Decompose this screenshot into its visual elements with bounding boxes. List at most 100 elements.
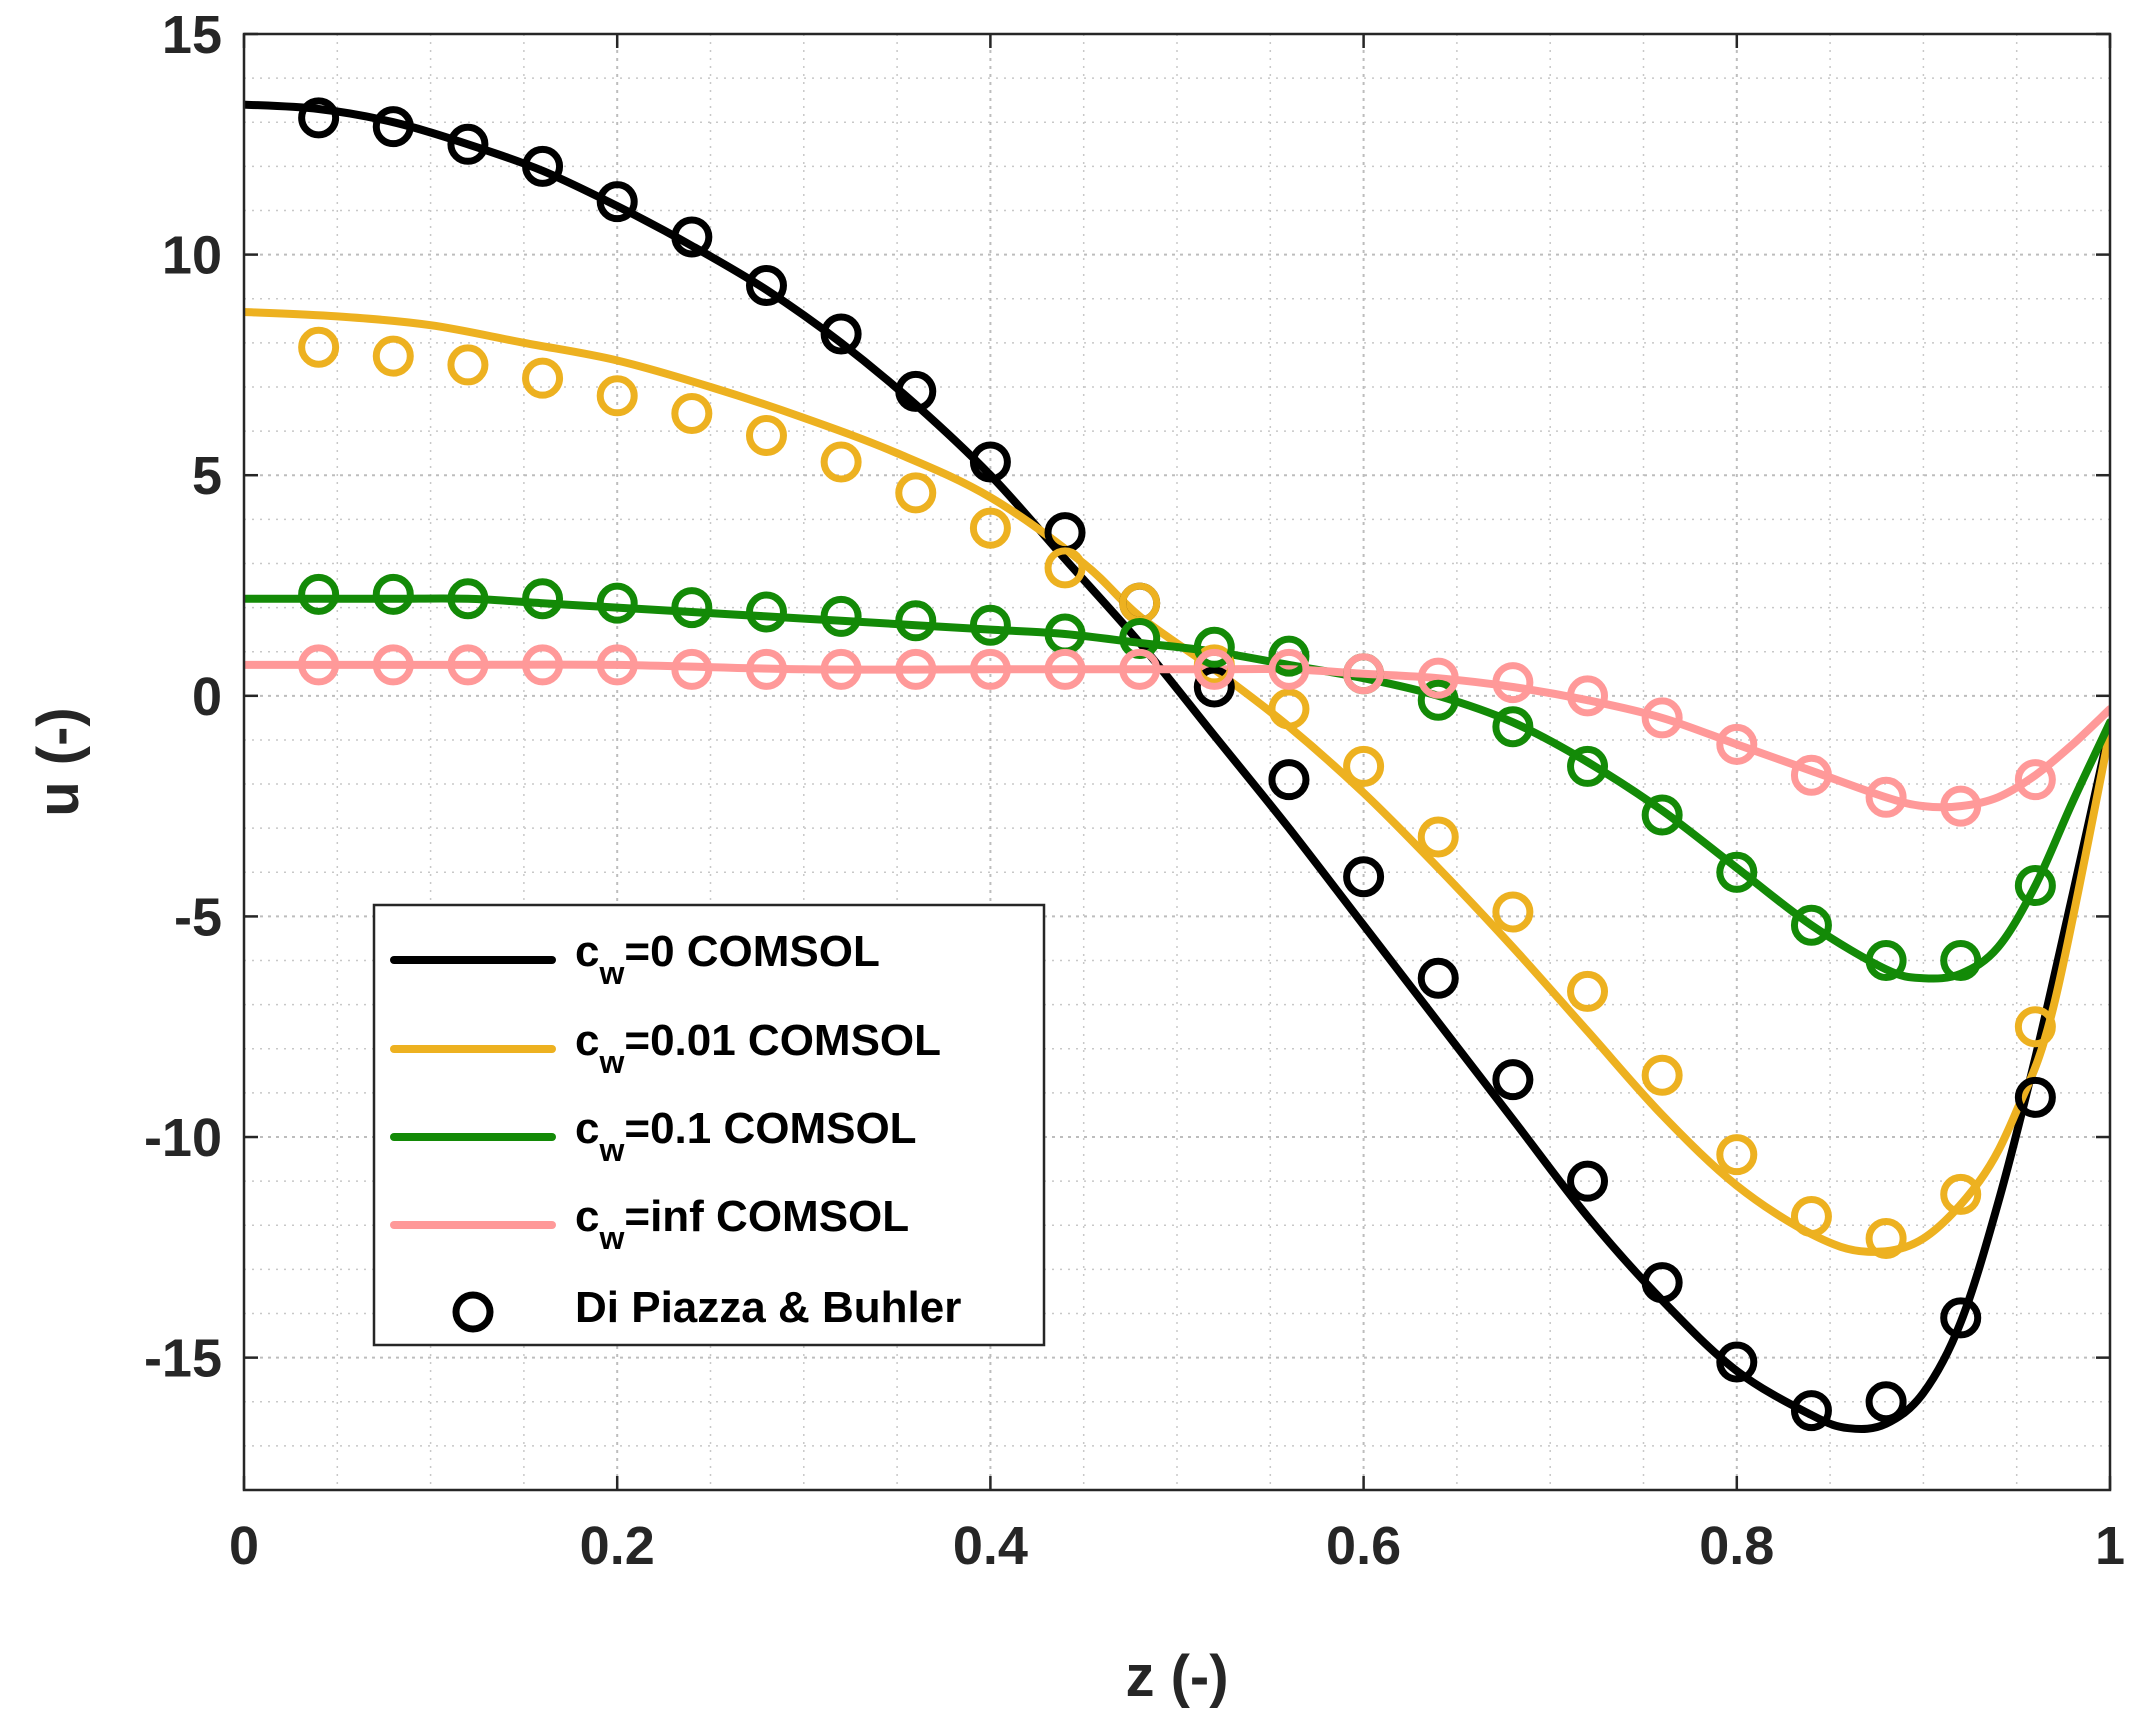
legend-label-main: c (575, 1104, 599, 1153)
x-axis-label: z (-) (1125, 1644, 1228, 1709)
legend-label-subscript: w (598, 1132, 624, 1168)
data-point-marker (1641, 1054, 1683, 1096)
data-point-marker (522, 644, 564, 686)
data-point-marker (1790, 1195, 1832, 1237)
data-point-marker (1567, 1160, 1609, 1202)
legend-label-main: c (575, 927, 599, 976)
data-point-marker (522, 145, 564, 187)
data-point-marker (820, 441, 862, 483)
x-tick-label: 0.6 (1326, 1516, 1401, 1576)
legend-marker-swatch (452, 1291, 494, 1333)
data-point-marker (372, 106, 414, 148)
data-point-marker (1417, 657, 1459, 699)
data-point-marker (745, 415, 787, 457)
data-point-marker (1790, 1390, 1832, 1432)
data-point-marker (820, 595, 862, 637)
y-tick-label: -5 (174, 887, 222, 947)
data-point-marker (1492, 1059, 1534, 1101)
data-point-marker (1716, 723, 1758, 765)
data-point-marker (1492, 706, 1534, 748)
marker-series-di-piazza-buhler-c-w-0- (298, 97, 2056, 1432)
data-point-marker (596, 582, 638, 624)
legend-item: cw=0.1 COMSOL (390, 1104, 917, 1168)
data-point-marker (1940, 940, 1982, 982)
series-line-c-w-inf-comsol (244, 660, 2110, 812)
legend-label-main: c (575, 1192, 599, 1241)
legend-label-main: Di Piazza & Buhler (575, 1283, 961, 1332)
data-point-marker (298, 326, 340, 368)
data-point-marker (1567, 675, 1609, 717)
data-point-marker (372, 335, 414, 377)
data-point-marker (969, 507, 1011, 549)
legend-label: Di Piazza & Buhler (575, 1283, 961, 1332)
data-point-marker (1716, 851, 1758, 893)
tick-marks (242, 32, 2112, 1490)
y-tick-label: 0 (192, 667, 222, 727)
data-point-marker (1119, 648, 1161, 690)
data-point-marker (1268, 635, 1310, 677)
data-point-marker (1865, 1381, 1907, 1423)
data-point-marker (298, 573, 340, 615)
data-point-marker (895, 472, 937, 514)
data-point-marker (1193, 666, 1235, 708)
data-point-marker (1865, 940, 1907, 982)
data-point-marker (895, 600, 937, 642)
legend-item: cw=0 COMSOL (390, 927, 880, 991)
data-point-marker (447, 644, 489, 686)
data-point-marker (969, 441, 1011, 483)
data-point-marker (671, 587, 713, 629)
data-point-marker (447, 344, 489, 386)
legend-label-subscript: w (598, 1044, 624, 1080)
data-point-marker (895, 648, 937, 690)
data-point-marker (1865, 776, 1907, 818)
data-point-marker (447, 578, 489, 620)
legend-item: Di Piazza & Buhler (452, 1283, 961, 1333)
data-point-marker (1044, 547, 1086, 589)
data-point-marker (1492, 891, 1534, 933)
data-point-marker (969, 604, 1011, 646)
data-point-marker (1940, 785, 1982, 827)
data-point-marker (1417, 679, 1459, 721)
data-point-marker (820, 313, 862, 355)
data-point-marker (1567, 745, 1609, 787)
data-point-marker (522, 357, 564, 399)
data-point-marker (447, 123, 489, 165)
x-tick-label: 0.8 (1699, 1516, 1774, 1576)
data-point-marker (1417, 816, 1459, 858)
data-point-marker (745, 591, 787, 633)
data-point-marker (2014, 759, 2056, 801)
legend-item: cw=inf COMSOL (390, 1192, 909, 1256)
y-tick-label: 15 (162, 5, 222, 65)
data-point-marker (1641, 697, 1683, 739)
data-point-marker (820, 648, 862, 690)
data-point-marker (1268, 759, 1310, 801)
data-point-marker (1492, 662, 1534, 704)
y-tick-label: 10 (162, 226, 222, 286)
data-point-marker (372, 573, 414, 615)
y-tick-label: -10 (144, 1108, 222, 1168)
data-point-marker (671, 648, 713, 690)
series-line-c-w-0-comsol (244, 100, 2110, 1434)
legend-label-main: c (575, 1016, 599, 1065)
legend-label: cw=0.1 COMSOL (575, 1104, 917, 1168)
y-tick-label: -15 (144, 1329, 222, 1389)
data-point-marker (1716, 1134, 1758, 1176)
data-point-marker (1790, 754, 1832, 796)
y-axis-label: u (-) (26, 707, 91, 817)
data-point-marker (372, 644, 414, 686)
data-point-marker (1343, 856, 1385, 898)
data-point-marker (1193, 626, 1235, 668)
legend-label-rest: =0.01 COMSOL (624, 1016, 941, 1065)
data-point-marker (1865, 1218, 1907, 1260)
legend-label-subscript: w (598, 955, 624, 991)
data-point-marker (1193, 648, 1235, 690)
y-tick-label: 5 (192, 446, 222, 506)
axes-frame (242, 32, 2112, 1492)
data-point-marker (1268, 648, 1310, 690)
data-point-marker (1343, 653, 1385, 695)
data-layer (244, 97, 2110, 1434)
data-point-marker (1044, 648, 1086, 690)
data-point-marker (596, 644, 638, 686)
